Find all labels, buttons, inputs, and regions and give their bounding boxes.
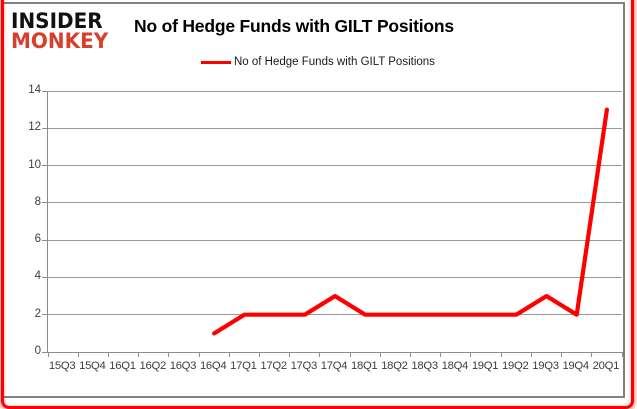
gridline: [48, 165, 622, 167]
y-tick-label: 8: [34, 195, 41, 208]
y-axis-tick: [42, 165, 47, 167]
y-tick-label: 6: [34, 233, 41, 246]
legend: No of Hedge Funds with GILT Positions: [201, 56, 435, 68]
x-axis-tick: [379, 352, 381, 357]
y-axis-tick: [42, 127, 47, 129]
x-tick-label: 18Q3: [411, 360, 438, 372]
x-axis-tick: [289, 352, 291, 357]
y-tick-label: 0: [34, 345, 41, 357]
x-tick-label: 15Q4: [79, 360, 106, 372]
x-tick-label: 17Q3: [290, 360, 318, 372]
x-axis-tick: [319, 352, 321, 357]
x-tick-label: 15Q3: [48, 360, 76, 372]
x-tick-label: 19Q4: [562, 360, 589, 372]
x-tick-label: 19Q2: [502, 360, 529, 372]
legend-label: No of Hedge Funds with GILT Positions: [234, 56, 435, 68]
x-tick-label: 17Q4: [320, 360, 348, 372]
y-axis-tick: [42, 276, 47, 278]
x-tick-label: 16Q2: [139, 360, 167, 372]
y-axis-tick: [42, 90, 47, 92]
x-axis-tick: [621, 352, 623, 357]
x-axis-tick: [258, 352, 260, 357]
y-axis-tick: [42, 202, 47, 204]
y-tick-label: 4: [34, 270, 41, 283]
x-tick-label: 16Q3: [169, 360, 197, 372]
x-axis-tick: [500, 352, 502, 357]
legend-line-swatch: [201, 60, 231, 64]
y-axis-tick: [42, 314, 47, 316]
gridline: [48, 90, 622, 92]
insider-monkey-logo: INSIDER MONKEY: [11, 7, 109, 54]
logo-monkey-text: MONKEY: [11, 27, 109, 54]
plot-area: 0 2 4 6 8 10 12 14: [28, 84, 623, 357]
x-tick-label: 16Q1: [109, 360, 136, 372]
x-tick-label: 18Q2: [381, 360, 408, 372]
gridline: [48, 276, 622, 278]
x-axis-tick: [470, 352, 472, 357]
y-axis-tick: [42, 351, 47, 353]
y-tick-label: 2: [34, 307, 41, 320]
x-axis-tick: [561, 352, 563, 357]
x-axis-tick: [228, 352, 230, 357]
chart-title: No of Hedge Funds with GILT Positions: [134, 16, 454, 36]
x-axis-tick: [591, 352, 593, 357]
y-tick-label: 10: [28, 158, 41, 171]
series-svg: [212, 107, 610, 336]
x-axis-labels: 15Q3 15Q4 16Q1 16Q2 16Q3 16Q4 17Q1 17Q2 17Q3 17Q4…: [47, 360, 621, 376]
x-axis-tick: [198, 352, 200, 357]
gridline: [48, 239, 622, 241]
x-tick-label: 20Q1: [592, 360, 620, 372]
x-tick-label: 18Q1: [350, 360, 378, 372]
x-axis-tick: [77, 352, 79, 357]
chart-container: INSIDER MONKEY No of Hedge Funds with GI…: [2, 2, 625, 398]
x-tick-label: 17Q2: [260, 360, 287, 372]
x-tick-label: 19Q1: [471, 360, 499, 372]
gridline: [48, 127, 622, 129]
y-tick-label: 12: [28, 121, 41, 134]
x-axis-tick: [47, 352, 49, 357]
gridline: [48, 314, 622, 316]
x-axis-tick: [410, 352, 412, 357]
logo-insider-text: INSIDER: [11, 7, 103, 34]
x-tick-label: 19Q3: [532, 360, 559, 372]
x-axis-tick: [440, 352, 442, 357]
x-axis-tick: [349, 352, 351, 357]
x-tick-label: 17Q1: [230, 360, 257, 372]
x-axis-tick: [530, 352, 532, 357]
y-axis-tick: [42, 239, 47, 241]
x-tick-label: 18Q4: [441, 360, 469, 372]
x-axis-tick: [138, 352, 140, 357]
x-axis-tick: [168, 352, 170, 357]
y-tick-label: 14: [28, 84, 41, 96]
x-tick-label: 16Q4: [199, 360, 227, 372]
gridline: [48, 202, 622, 204]
x-axis-tick: [107, 352, 109, 357]
data-line: [212, 107, 610, 336]
